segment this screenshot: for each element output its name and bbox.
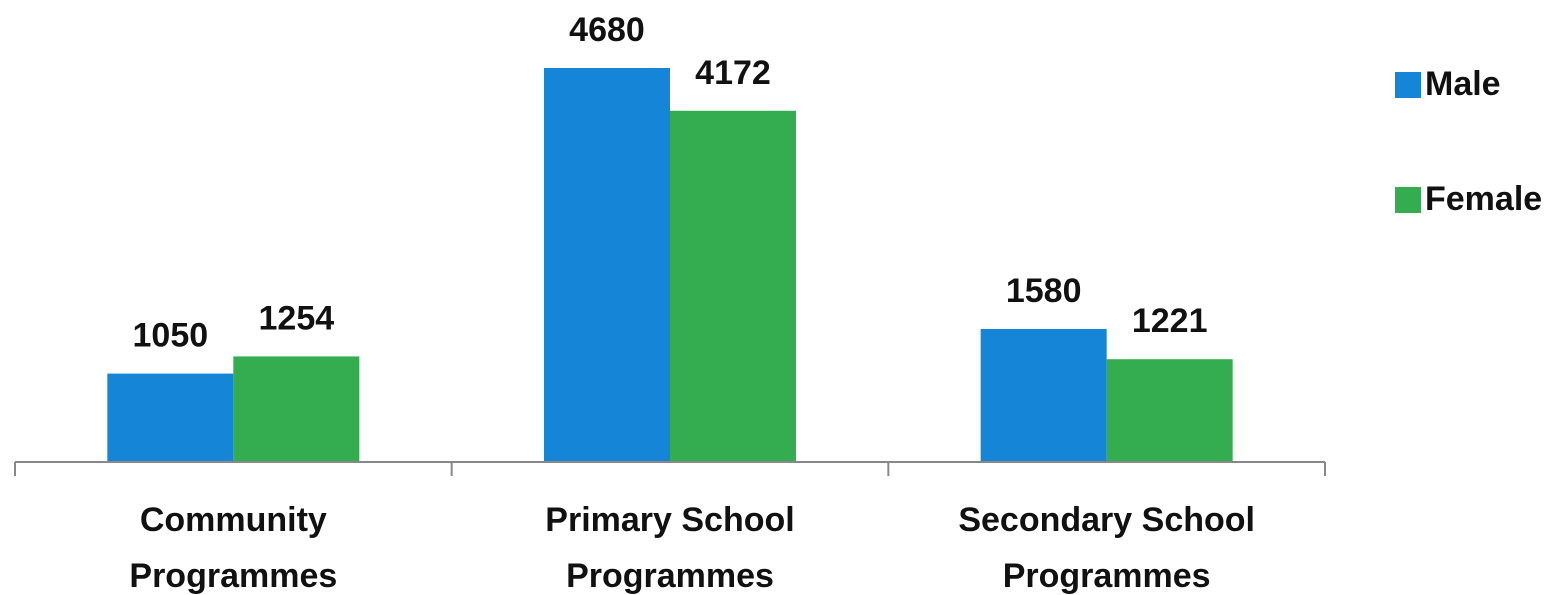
x-tick-label-line: Primary School bbox=[545, 501, 794, 539]
bar bbox=[980, 328, 1107, 462]
data-label: 4680 bbox=[569, 11, 645, 49]
x-tick-label-line: Programmes bbox=[1003, 557, 1211, 595]
x-tick-label-line: Programmes bbox=[566, 557, 774, 595]
x-tick-label-line: Programmes bbox=[129, 557, 337, 595]
legend-swatch bbox=[1395, 72, 1421, 98]
data-label: 1254 bbox=[259, 299, 335, 337]
bar bbox=[544, 68, 670, 462]
legend-label: Male bbox=[1425, 65, 1501, 103]
bar bbox=[233, 356, 360, 462]
legend-label: Female bbox=[1425, 180, 1542, 218]
x-tick-label: Primary School Programmes bbox=[545, 501, 794, 595]
bar bbox=[107, 373, 234, 462]
x-tick-label: Community Programmes bbox=[129, 501, 337, 595]
legend-swatch bbox=[1395, 187, 1421, 213]
data-label: 1050 bbox=[133, 317, 209, 355]
data-label: 1580 bbox=[1006, 272, 1082, 310]
x-tick-label-line: Secondary School bbox=[958, 501, 1255, 539]
data-label: 4172 bbox=[695, 54, 771, 92]
x-tick-label: Secondary School Programmes bbox=[958, 501, 1255, 595]
data-label: 1221 bbox=[1132, 302, 1208, 340]
x-tick-label-line: Community bbox=[140, 501, 327, 539]
bar bbox=[670, 110, 796, 463]
bar bbox=[1106, 359, 1233, 462]
